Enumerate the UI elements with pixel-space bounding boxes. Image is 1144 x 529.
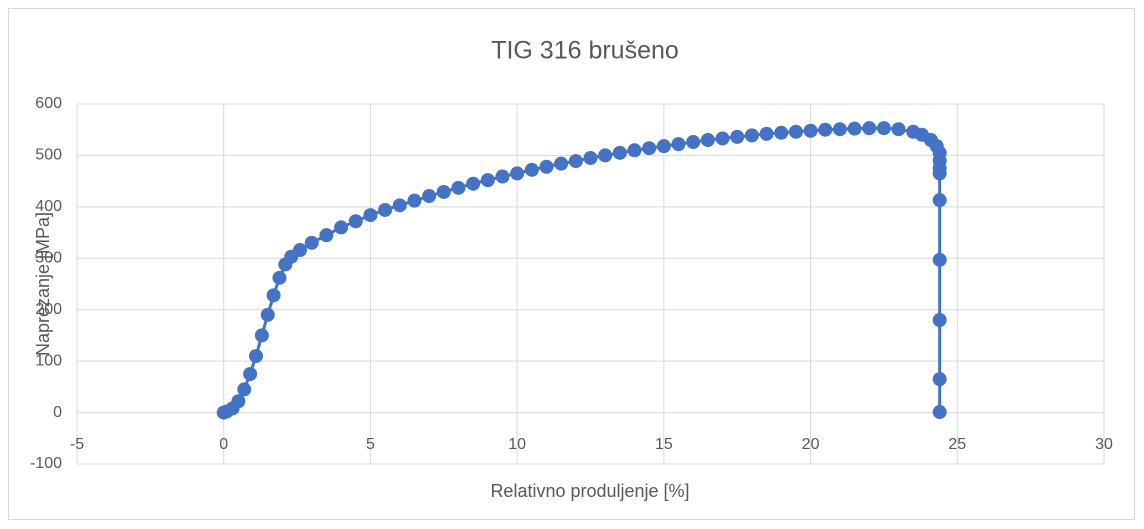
data-point: [847, 121, 862, 136]
data-point: [293, 243, 308, 258]
data-point: [932, 166, 947, 181]
data-point: [466, 176, 481, 191]
y-tick-label: 300: [35, 250, 62, 267]
data-point: [266, 288, 281, 303]
x-tick-label: 5: [366, 436, 375, 453]
x-tick-label: 10: [508, 436, 526, 453]
data-point: [272, 270, 287, 285]
data-point: [539, 159, 554, 174]
data-point: [243, 367, 258, 381]
data-point: [231, 394, 246, 409]
data-point: [642, 141, 657, 156]
y-tick-label: 400: [35, 198, 62, 215]
data-point: [759, 126, 774, 141]
data-point: [598, 148, 613, 163]
data-point: [891, 122, 906, 137]
data-point: [524, 162, 539, 177]
data-point: [627, 143, 642, 158]
data-point: [774, 125, 789, 140]
data-point: [348, 214, 363, 229]
data-point: [656, 139, 671, 154]
data-point: [378, 202, 393, 217]
y-tick-label: 600: [35, 95, 62, 112]
x-tick-label: 15: [655, 436, 673, 453]
data-point: [319, 228, 334, 243]
data-point: [932, 372, 947, 387]
data-point: [700, 133, 715, 147]
y-tick-label: 200: [35, 301, 62, 318]
data-point: [392, 198, 407, 213]
chart-border: [8, 8, 1135, 520]
data-point: [686, 135, 701, 150]
chart-title: TIG 316 brušeno: [491, 37, 679, 65]
y-tick-label: -100: [30, 455, 62, 472]
x-tick-label: 25: [948, 436, 966, 453]
data-point: [554, 156, 569, 171]
x-axis-title: Relativno produljenje [%]: [490, 481, 689, 501]
data-point: [932, 252, 947, 267]
data-point: [788, 124, 803, 139]
data-point: [818, 122, 833, 137]
data-point: [803, 123, 818, 138]
data-point: [583, 151, 598, 165]
data-point: [932, 313, 947, 327]
y-tick-label: 500: [35, 147, 62, 164]
data-point: [568, 154, 583, 169]
y-axis-title: Naprezanje [MPa]: [33, 212, 53, 356]
x-tick-label: 20: [802, 436, 820, 453]
data-point: [304, 235, 319, 250]
data-point: [744, 128, 759, 143]
data-point: [248, 349, 263, 363]
data-point: [832, 122, 847, 137]
data-point: [495, 169, 510, 184]
x-tick-label: -5: [70, 436, 84, 453]
data-point: [407, 193, 422, 208]
data-point: [334, 220, 349, 235]
data-point: [715, 131, 730, 146]
data-point: [876, 121, 891, 136]
data-point: [932, 193, 947, 208]
data-point: [422, 189, 437, 204]
data-point: [363, 208, 378, 223]
data-point: [451, 180, 466, 195]
data-point: [480, 173, 495, 188]
data-point: [730, 129, 745, 144]
x-tick-label: 30: [1095, 436, 1113, 453]
data-point: [260, 307, 275, 322]
x-tick-label: 0: [219, 436, 228, 453]
data-point: [671, 137, 686, 152]
data-point: [510, 166, 525, 181]
data-point: [932, 405, 947, 420]
data-point: [862, 121, 877, 136]
data-point: [254, 328, 269, 343]
data-point: [237, 382, 252, 397]
data-point: [436, 184, 451, 199]
y-tick-label: 0: [53, 404, 62, 421]
y-tick-label: 100: [35, 352, 62, 369]
data-point: [612, 145, 627, 160]
